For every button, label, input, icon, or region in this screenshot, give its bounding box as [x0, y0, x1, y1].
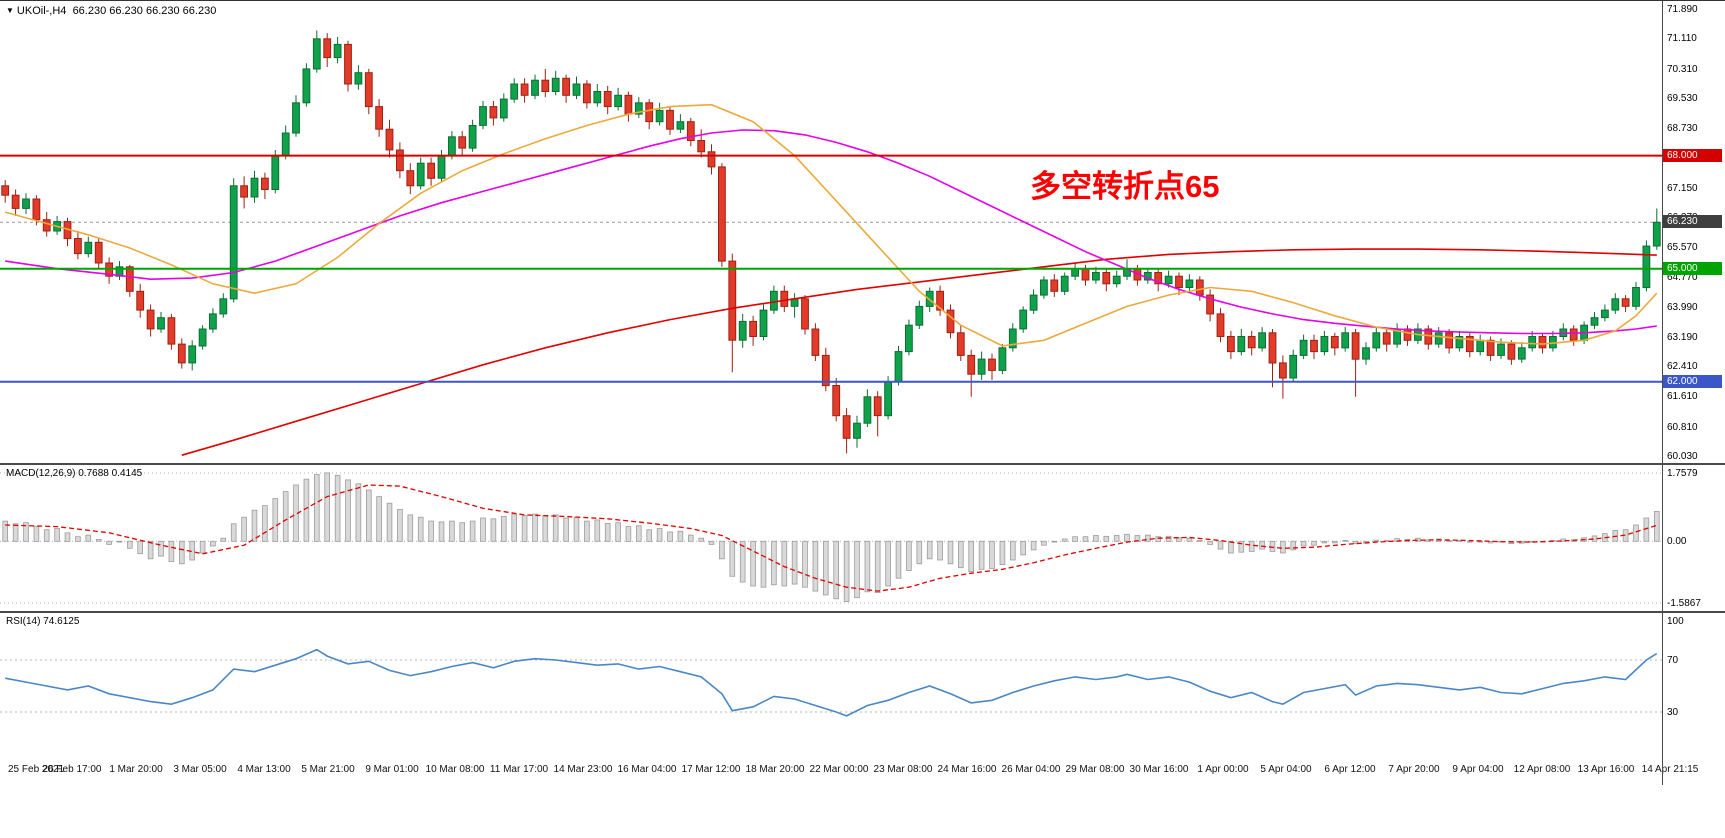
time-label: 26 Feb 17:00: [42, 764, 102, 775]
time-label: 1 Mar 20:00: [109, 764, 163, 775]
price-tick: 61.610: [1667, 391, 1698, 402]
rsi-tick: 30: [1667, 707, 1679, 718]
price-tick: 60.030: [1667, 451, 1698, 462]
time-label: 3 Mar 05:00: [173, 764, 227, 775]
rsi-tick: 70: [1667, 655, 1679, 666]
time-label: 5 Apr 04:00: [1260, 764, 1312, 775]
price-tick: 71.110: [1667, 33, 1697, 44]
price-tick: 60.810: [1667, 422, 1698, 433]
mid-ma-magenta: [5, 129, 1657, 335]
time-label: 23 Mar 08:00: [873, 764, 933, 775]
macd-plot[interactable]: [0, 465, 1662, 611]
rsi-axis[interactable]: 100 70 30: [1662, 613, 1725, 759]
time-label: 4 Mar 13:00: [237, 764, 291, 775]
time-label: 6 Apr 12:00: [1324, 764, 1376, 775]
macd-panel: 1.7579 0.00 -1.5867 MACD(12,26,9) 0.7688 0…: [0, 465, 1725, 611]
panel-divider[interactable]: [0, 463, 1725, 465]
price-badge: 65.000: [1663, 262, 1722, 275]
time-label: 7 Apr 20:00: [1388, 764, 1440, 775]
macd-histogram: [2, 472, 1660, 602]
price-axis[interactable]: 71.89071.11070.31069.53068.73067.95067.1…: [1662, 1, 1725, 463]
price-tick: 65.570: [1667, 242, 1698, 253]
price-tick: 63.990: [1667, 302, 1698, 313]
axis-separator: [1662, 1, 1663, 785]
time-label: 22 Mar 00:00: [809, 764, 869, 775]
time-label: 14 Apr 21:15: [1641, 764, 1699, 775]
ohlc-quotes: 66.230 66.230 66.230 66.230: [72, 5, 217, 17]
price-tick: 68.730: [1667, 123, 1698, 134]
time-label: 9 Apr 04:00: [1452, 764, 1504, 775]
price-tick: 70.310: [1667, 64, 1698, 75]
candles: [1, 30, 1661, 454]
price-badge: 62.000: [1663, 375, 1722, 388]
time-label: 14 Mar 23:00: [553, 764, 613, 775]
time-label: 17 Mar 12:00: [681, 764, 741, 775]
price-badge: 68.000: [1663, 149, 1722, 162]
price-tick: 67.150: [1667, 183, 1698, 194]
macd-axis[interactable]: 1.7579 0.00 -1.5867: [1662, 465, 1725, 611]
time-label: 30 Mar 16:00: [1129, 764, 1189, 775]
time-label: 13 Apr 16:00: [1577, 764, 1635, 775]
time-label: 10 Mar 08:00: [425, 764, 485, 775]
time-label: 24 Mar 16:00: [937, 764, 997, 775]
time-label: 12 Apr 08:00: [1513, 764, 1571, 775]
time-label: 11 Mar 17:00: [489, 764, 549, 775]
chart-collapse-icon[interactable]: ▼: [6, 6, 14, 15]
time-label: 18 Mar 20:00: [745, 764, 805, 775]
slow-ma-red: [181, 248, 1657, 456]
symbol-label: UKOil-,H4: [16, 5, 67, 17]
time-label: 5 Mar 21:00: [301, 764, 355, 775]
rsi-panel: 100 70 30 RSI(14) 74.6125: [0, 613, 1725, 759]
fast-ma-orange: [4, 103, 1658, 347]
macd-label: MACD(12,26,9) 0.7688 0.4145: [6, 468, 143, 479]
rsi-label: RSI(14) 74.6125: [6, 616, 80, 627]
price-tick: 69.530: [1667, 93, 1698, 104]
macd-signal-line: [5, 484, 1657, 592]
time-label: 26 Mar 04:00: [1001, 764, 1061, 775]
macd-tick: 0.00: [1667, 536, 1687, 547]
price-tick: 64.770: [1667, 272, 1698, 283]
time-label: 1 Apr 00:00: [1197, 764, 1249, 775]
time-label: 25 Feb 2021: [8, 764, 65, 775]
text-annotation: 多空转折点65: [1030, 169, 1220, 204]
price-tick: 62.410: [1667, 361, 1698, 372]
time-label: 29 Mar 08:00: [1065, 764, 1125, 775]
rsi-plot[interactable]: [0, 613, 1662, 759]
panel-divider[interactable]: [0, 611, 1725, 613]
price-badge: 66.230: [1663, 215, 1722, 228]
price-tick: 63.190: [1667, 332, 1698, 343]
candlestick-plot[interactable]: [0, 1, 1662, 463]
price-tick: 71.890: [1667, 4, 1698, 15]
time-label: 9 Mar 01:00: [365, 764, 419, 775]
macd-tick: -1.5867: [1667, 598, 1701, 609]
rsi-line: [5, 648, 1658, 717]
time-label: 16 Mar 04:00: [617, 764, 677, 775]
rsi-tick: 100: [1667, 616, 1684, 627]
main-chart-panel: 71.89071.11070.31069.53068.73067.95067.1…: [0, 1, 1725, 463]
symbol-title: ▼ UKOil-,H4 66.230 66.230 66.230 66.230: [6, 5, 216, 17]
time-axis[interactable]: 25 Feb 2021 26 Feb 17:00 1 Mar 20:00 3 Mar …: [0, 759, 1725, 783]
macd-tick: 1.7579: [1667, 468, 1698, 479]
